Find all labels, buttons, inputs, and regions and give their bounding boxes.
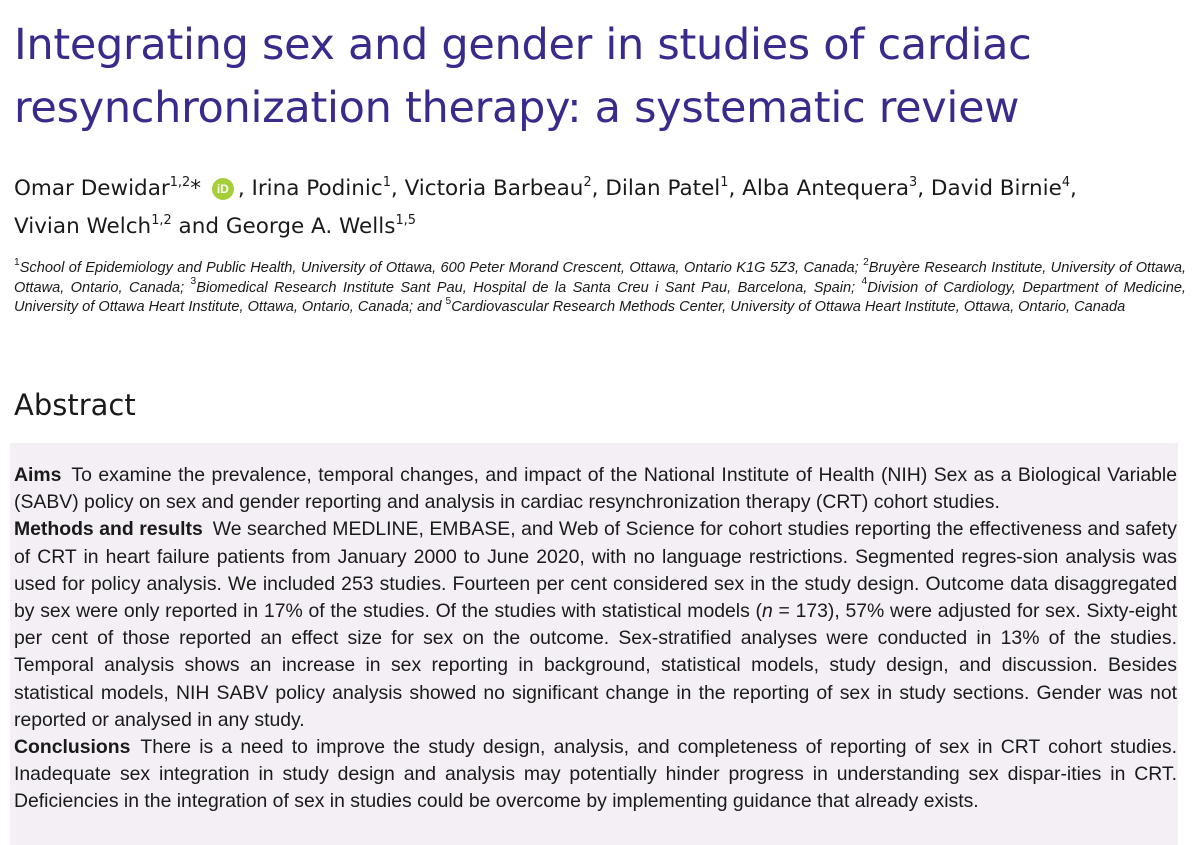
affiliation-number: 4 bbox=[861, 276, 868, 288]
author-list: Omar Dewidar1,2* iD, Irina Podinic1, Vic… bbox=[14, 170, 1189, 246]
abstract-aims: Aims To examine the prevalence, temporal … bbox=[14, 462, 1177, 516]
affiliation-text: School of Epidemiology and Public Health… bbox=[19, 260, 864, 276]
affiliation-text: Bruyère Research Institute, University o… bbox=[14, 260, 1186, 296]
author-name[interactable]: Irina Podinic bbox=[251, 176, 383, 201]
author-affiliation: 1 bbox=[382, 174, 391, 190]
author-name[interactable]: Alba Antequera bbox=[742, 176, 910, 201]
conclusions-text: There is a need to improve the study des… bbox=[14, 736, 1177, 813]
abstract-heading: Abstract bbox=[14, 388, 136, 422]
author-affiliation: 1 bbox=[720, 174, 729, 190]
author-affiliation: 1,5 bbox=[395, 212, 416, 228]
abstract-conclusions: Conclusions There is a need to improve th… bbox=[14, 734, 1177, 816]
affiliation-number: 1 bbox=[14, 256, 20, 268]
orcid-icon[interactable]: iD bbox=[211, 178, 234, 200]
affiliation-text: Cardiovascular Research Methods Center, … bbox=[451, 299, 1126, 315]
affiliation-number: 3 bbox=[190, 276, 197, 288]
aims-text: To examine the prevalence, temporal chan… bbox=[14, 464, 1177, 514]
author-affiliation: 1,2 bbox=[151, 212, 172, 228]
title-line-1: Integrating sex and gender in studies of… bbox=[14, 20, 1032, 70]
affiliations: 1School of Epidemiology and Public Healt… bbox=[14, 256, 1186, 318]
affiliation-text: Division of Cardiology, Department of Me… bbox=[14, 279, 1186, 316]
abstract-methods: Methods and results We searched MEDLINE, … bbox=[14, 516, 1177, 734]
affiliation-text: Biomedical Research Institute Sant Pau, … bbox=[196, 279, 862, 296]
abstract-background bbox=[10, 443, 1178, 845]
author-name[interactable]: David Birnie bbox=[930, 176, 1062, 201]
methods-label: Methods and results bbox=[14, 518, 203, 541]
author-name[interactable]: Omar Dewidar bbox=[14, 176, 170, 201]
author-affiliation: 1,2 bbox=[169, 174, 191, 190]
author-affiliation: 2 bbox=[583, 174, 592, 190]
author-name[interactable]: Vivian Welch bbox=[14, 214, 152, 239]
author-line-1: Omar Dewidar1,2* iD, Irina Podinic1, Vic… bbox=[14, 174, 1077, 201]
author-affiliation: 4 bbox=[1061, 174, 1071, 190]
author-name[interactable]: Victoria Barbeau bbox=[404, 176, 584, 201]
methods-text-cont: = 173), 57% were adjusted for sex. Sixty… bbox=[14, 600, 1177, 731]
article-title: Integrating sex and gender in studies of… bbox=[14, 14, 1184, 140]
corresponding-author-mark: * bbox=[190, 176, 201, 201]
author-name[interactable]: George A. Wells bbox=[225, 214, 396, 239]
author-affiliation: 3 bbox=[909, 174, 918, 190]
abstract-body: Aims To examine the prevalence, temporal … bbox=[14, 462, 1177, 816]
author-line-2: Vivian Welch1,2 and George A. Wells1,5 bbox=[14, 212, 416, 239]
author-name[interactable]: Dilan Patel bbox=[605, 176, 721, 201]
affiliation-number: 5 bbox=[445, 295, 452, 307]
affiliation-number: 2 bbox=[863, 256, 869, 268]
aims-label: Aims bbox=[14, 464, 62, 486]
methods-text: We searched MEDLINE, EMBASE, and Web of … bbox=[14, 518, 1177, 623]
conclusions-label: Conclusions bbox=[14, 736, 131, 759]
n-symbol: n bbox=[762, 600, 773, 623]
title-line-2: resynchronization therapy: a systematic … bbox=[14, 83, 1020, 133]
